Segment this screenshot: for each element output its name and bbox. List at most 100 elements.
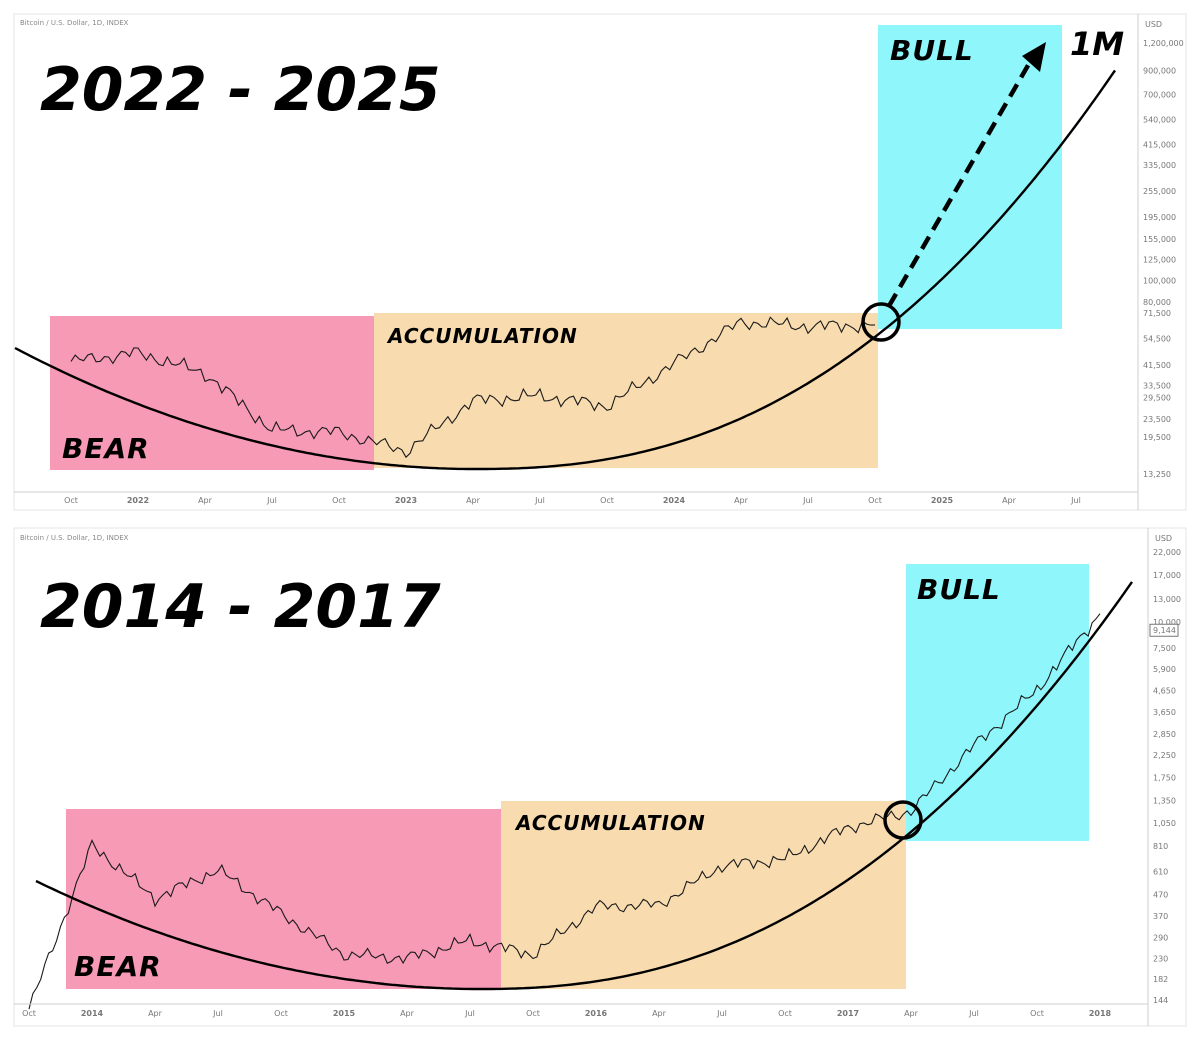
zone-accumulation-label: ACCUMULATION [386, 324, 578, 348]
projection-dashed-arrow [887, 60, 1032, 308]
y-tick-label: 41,500 [1143, 361, 1171, 370]
y-tick-label: 1,750 [1153, 774, 1176, 783]
x-tick-label: 2024 [663, 496, 686, 505]
y-tick-label: 470 [1153, 891, 1168, 900]
price-series-line [70, 316, 876, 459]
zone-bear-label: BEAR [74, 950, 162, 983]
y-tick-label: 5,900 [1153, 665, 1176, 674]
currency-label: USD [1145, 20, 1162, 29]
x-tick-label: Jul [716, 1009, 727, 1018]
breakout-circle-marker [883, 800, 923, 840]
projection-arrow-head [1022, 42, 1046, 72]
x-tick-label: Oct [600, 496, 614, 505]
x-tick-label: Apr [400, 1009, 415, 1018]
y-tick-label: 33,500 [1143, 381, 1171, 390]
price-series-line [28, 613, 1101, 1010]
y-tick-label: 1,350 [1153, 797, 1176, 806]
y-tick-label: 370 [1153, 912, 1168, 921]
y-tick-label: 71,500 [1143, 309, 1171, 318]
x-tick-label: Apr [904, 1009, 919, 1018]
y-tick-label: 23,500 [1143, 415, 1171, 424]
x-tick-label: Jul [212, 1009, 223, 1018]
y-tick-label: 4,650 [1153, 686, 1176, 695]
x-tick-label: Jul [968, 1009, 979, 1018]
x-tick-label: 2022 [127, 496, 149, 505]
zone-bull [878, 25, 1062, 329]
x-tick-label: Apr [652, 1009, 667, 1018]
x-tick-label: Jul [464, 1009, 475, 1018]
y-tick-label: 125,000 [1143, 255, 1176, 264]
y-tick-label: 7,500 [1153, 644, 1176, 653]
y-tick-label: 255,000 [1143, 187, 1176, 196]
y-tick-label: 195,000 [1143, 213, 1176, 222]
y-tick-label: 290 [1153, 934, 1168, 943]
parabolic-curve [14, 69, 1116, 471]
x-tick-label: 2023 [395, 496, 417, 505]
last-price-badge [1149, 623, 1179, 637]
last-price-label: 9,144 [1153, 626, 1176, 635]
y-tick-label: 29,500 [1143, 393, 1171, 402]
chart-title: 2014 - 2017 [40, 572, 441, 642]
zone-bull-label: BULL [890, 34, 974, 67]
x-tick-label: Oct [22, 1009, 36, 1018]
zone-accumulation-label: ACCUMULATION [514, 811, 706, 835]
y-tick-label: 540,000 [1143, 115, 1176, 124]
panel-2014-2017: BEAR ACCUMULATION BULL 22,000 17,000 13,000 1… [0, 520, 1199, 1030]
y-tick-label: 155,000 [1143, 235, 1176, 244]
y-tick-label: 335,000 [1143, 161, 1176, 170]
chart-2022-2025: BEAR ACCUMULATION BULL 1,200,000 900,000 700… [13, 13, 1187, 511]
x-tick-label: 2017 [837, 1009, 859, 1018]
target-label: 1M [1070, 25, 1124, 63]
y-tick-label: 3,650 [1153, 708, 1176, 717]
x-tick-label: Oct [1030, 1009, 1044, 1018]
x-tick-label: Jul [266, 496, 277, 505]
y-tick-label: 900,000 [1143, 67, 1176, 76]
x-tick-label: Oct [526, 1009, 540, 1018]
y-tick-label: 2,250 [1153, 751, 1176, 760]
zone-bear-label: BEAR [62, 432, 150, 465]
y-tick-label: 10,000 [1153, 618, 1181, 627]
x-tick-label: Apr [1002, 496, 1017, 505]
x-tick-label: Apr [734, 496, 749, 505]
y-tick-label: 22,000 [1153, 548, 1181, 557]
x-tick-label: Jul [534, 496, 545, 505]
zone-bear [66, 809, 501, 989]
x-tick-label: Apr [198, 496, 213, 505]
breakout-circle-marker [861, 302, 901, 342]
source-label: Bitcoin / U.S. Dollar, 1D, INDEX [20, 534, 129, 542]
y-tick-label: 1,200,000 [1143, 39, 1184, 48]
zone-bull-label: BULL [917, 573, 1001, 606]
x-tick-label: Apr [148, 1009, 163, 1018]
y-tick-label: 100,000 [1143, 277, 1176, 286]
currency-label: USD [1155, 534, 1172, 543]
y-tick-label: 13,250 [1143, 470, 1171, 479]
y-tick-label: 610 [1153, 867, 1168, 876]
y-tick-label: 182 [1153, 975, 1168, 984]
source-label: Bitcoin / U.S. Dollar, 1D, INDEX [20, 19, 129, 27]
x-tick-label: Oct [868, 496, 882, 505]
zone-bull [906, 564, 1089, 841]
x-tick-label: Jul [1070, 496, 1081, 505]
x-tick-label: 2025 [931, 496, 954, 505]
y-tick-label: 144 [1153, 996, 1168, 1005]
chart-title: 2022 - 2025 [40, 55, 441, 125]
y-tick-label: 230 [1153, 954, 1168, 963]
y-tick-label: 700,000 [1143, 91, 1176, 100]
x-tick-label: 2018 [1089, 1009, 1112, 1018]
x-tick-label: 2016 [585, 1009, 608, 1018]
x-tick-label: Oct [64, 496, 78, 505]
x-tick-label: Oct [778, 1009, 792, 1018]
x-tick-label: Jul [802, 496, 813, 505]
panel-2022-2025: BEAR ACCUMULATION BULL 1,200,000 900,000 700… [0, 0, 1199, 515]
y-tick-label: 17,000 [1153, 571, 1181, 580]
parabolic-curve [35, 581, 1133, 991]
x-tick-label: Oct [332, 496, 346, 505]
x-tick-label: 2014 [81, 1009, 104, 1018]
y-tick-label: 19,500 [1143, 433, 1171, 442]
y-tick-label: 2,850 [1153, 730, 1176, 739]
y-tick-label: 54,500 [1143, 335, 1171, 344]
y-tick-label: 810 [1153, 842, 1168, 851]
y-tick-label: 13,000 [1153, 595, 1181, 604]
y-tick-label: 415,000 [1143, 141, 1176, 150]
y-tick-label: 1,050 [1153, 819, 1176, 828]
